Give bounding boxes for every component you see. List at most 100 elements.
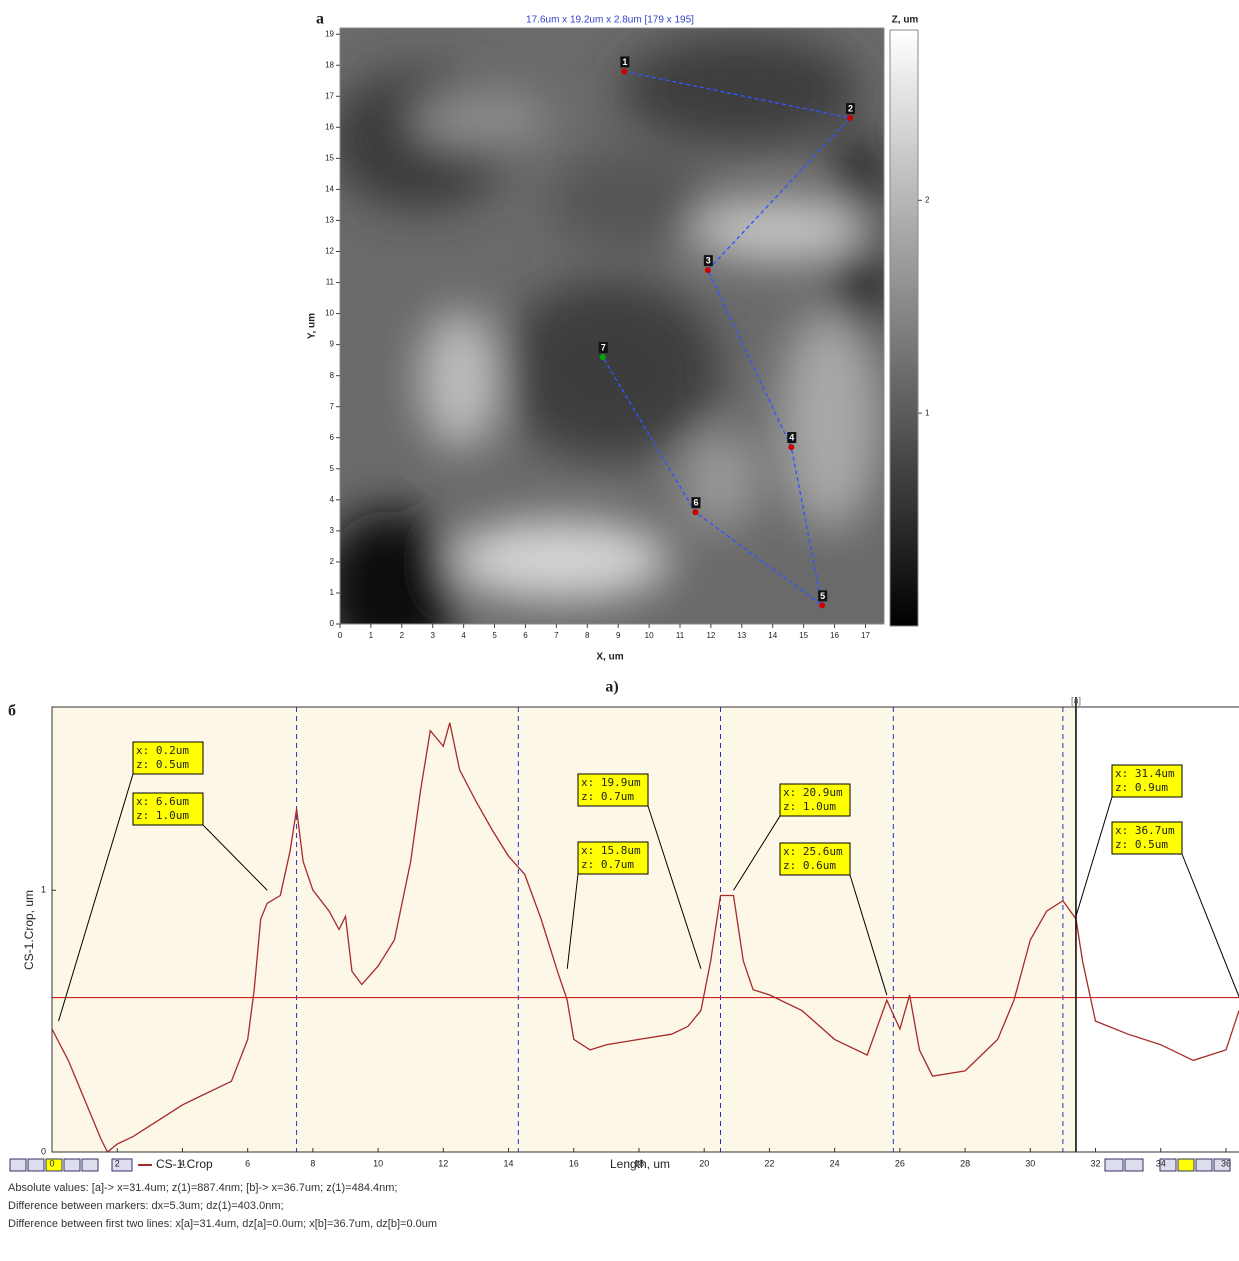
x-tick-label: 32 bbox=[1091, 1158, 1101, 1168]
annotation-box bbox=[1111, 764, 1183, 798]
shaded-region bbox=[52, 707, 1076, 1152]
status-line: Difference between first two lines: x[a]… bbox=[8, 1218, 437, 1230]
annotation-text: x: 25.6um bbox=[783, 845, 843, 858]
annotation-text: x: 36.7um bbox=[1115, 824, 1175, 837]
status-line: Absolute values: [a]-> x=31.4um; z(1)=88… bbox=[8, 1182, 398, 1194]
annotation-text: x: 31.4um bbox=[1115, 767, 1175, 780]
colorbar-tick-label: 1 bbox=[925, 408, 930, 417]
marker-label: 1 bbox=[622, 57, 627, 67]
annotation-leader bbox=[1075, 796, 1113, 917]
annotation-box bbox=[132, 741, 204, 775]
y-tick-label: 13 bbox=[325, 216, 334, 225]
y-tick-label: 18 bbox=[325, 60, 334, 69]
annotation-text: z: 0.6um bbox=[783, 859, 836, 872]
y-tick-label: 17 bbox=[325, 91, 334, 100]
x-tick-label: 0 bbox=[338, 631, 343, 640]
marker-label: 6 bbox=[693, 498, 698, 508]
marker-label: 2 bbox=[848, 103, 853, 113]
marker-point bbox=[599, 354, 606, 361]
marker-label: [a] bbox=[1071, 695, 1081, 705]
x-tick-label: 15 bbox=[799, 631, 808, 640]
x-tick-label: 9 bbox=[616, 631, 621, 640]
marker-label-box bbox=[620, 56, 630, 68]
marker-label-box bbox=[846, 103, 855, 115]
panel-label: a bbox=[316, 11, 324, 28]
annotation-text: z: 1.0um bbox=[136, 809, 189, 822]
annotation-text: x: 15.8um bbox=[581, 844, 641, 857]
x-tick-label: 14 bbox=[768, 631, 777, 640]
annotation-box bbox=[577, 841, 649, 875]
y-tick-label: 5 bbox=[330, 464, 335, 473]
marker-point bbox=[788, 444, 795, 451]
x-tick-label: 8 bbox=[310, 1158, 315, 1168]
colorbar bbox=[889, 29, 919, 627]
y-tick-label: 7 bbox=[330, 402, 335, 411]
caption: a) bbox=[605, 679, 618, 696]
marker-label: 7 bbox=[601, 342, 606, 352]
x-tick-label: 10 bbox=[645, 631, 654, 640]
status-line: Difference between markers: dx=5.3um; dz… bbox=[8, 1200, 284, 1212]
x-tick-label: 28 bbox=[960, 1158, 970, 1168]
x-axis-label: X, um bbox=[596, 652, 623, 663]
afm-image bbox=[340, 28, 884, 624]
marker-label: 3 bbox=[706, 256, 711, 266]
annotation-leader bbox=[849, 874, 888, 996]
x-tick-label: 12 bbox=[706, 631, 715, 640]
y-tick-label: 0 bbox=[330, 619, 335, 628]
y-tick-label: 1 bbox=[330, 588, 335, 597]
annotation-leader bbox=[647, 805, 702, 969]
x-tick-label: 30 bbox=[1025, 1158, 1035, 1168]
x-tick-label: 18 bbox=[634, 1158, 644, 1168]
marker-label-box bbox=[787, 432, 797, 444]
x-tick-label: 11 bbox=[676, 631, 685, 640]
plot-frame bbox=[51, 706, 1239, 1153]
y-tick-label: 14 bbox=[325, 185, 334, 194]
x-axis-label: Length, um bbox=[610, 1157, 670, 1171]
x-tick-label: 22 bbox=[764, 1158, 774, 1168]
profile-line bbox=[52, 722, 1239, 1152]
annotation-text: x: 6.6um bbox=[136, 795, 189, 808]
annotation-text: z: 0.5um bbox=[136, 758, 189, 771]
annotation-text: z: 1.0um bbox=[783, 800, 836, 813]
marker-label: 4 bbox=[789, 432, 794, 442]
annotation-leader bbox=[1181, 853, 1239, 998]
x-tick-label: 5 bbox=[492, 631, 497, 640]
x-tick-label: 2 bbox=[400, 631, 405, 640]
x-tick-label: 16 bbox=[569, 1158, 579, 1168]
y-tick-label: 19 bbox=[325, 29, 334, 38]
x-tick-label: 2 bbox=[115, 1158, 120, 1168]
x-tick-label: 4 bbox=[180, 1158, 185, 1168]
y-tick-label: 4 bbox=[330, 495, 335, 504]
annotation-text: x: 19.9um bbox=[581, 776, 641, 789]
marker-point bbox=[847, 115, 853, 122]
x-tick-label: 16 bbox=[830, 631, 839, 640]
colorbar-tick-label: 2 bbox=[925, 195, 930, 204]
y-tick-label: 6 bbox=[330, 433, 335, 442]
x-tick-label: 6 bbox=[245, 1158, 250, 1168]
panel-label: б bbox=[8, 703, 16, 720]
marker-point bbox=[621, 68, 628, 75]
x-tick-label: 20 bbox=[699, 1158, 709, 1168]
x-tick-label: 4 bbox=[461, 631, 466, 640]
marker-label-box bbox=[703, 255, 713, 267]
y-axis-label: Y, um bbox=[307, 313, 318, 339]
annotation-box bbox=[577, 773, 649, 807]
x-tick-label: 6 bbox=[523, 631, 528, 640]
x-tick-label: 24 bbox=[830, 1158, 840, 1168]
annotation-text: z: 0.7um bbox=[581, 858, 634, 871]
marker-point bbox=[704, 267, 711, 274]
marker-point bbox=[819, 602, 826, 609]
x-tick-label: 26 bbox=[895, 1158, 905, 1168]
marker-label-box bbox=[818, 590, 828, 602]
x-tick-label: 34 bbox=[1156, 1158, 1166, 1168]
x-tick-label: 3 bbox=[431, 631, 436, 640]
y-tick-label: 8 bbox=[330, 371, 335, 380]
y-axis-label: CS-1.Crop, um bbox=[22, 890, 36, 970]
x-tick-label: 8 bbox=[585, 631, 590, 640]
toolbar bbox=[9, 1158, 1231, 1172]
y-tick-label: 15 bbox=[325, 153, 334, 162]
y-tick-label: 1 bbox=[41, 885, 46, 895]
x-tick-label: 36 bbox=[1221, 1158, 1231, 1168]
y-tick-label: 10 bbox=[325, 309, 334, 318]
